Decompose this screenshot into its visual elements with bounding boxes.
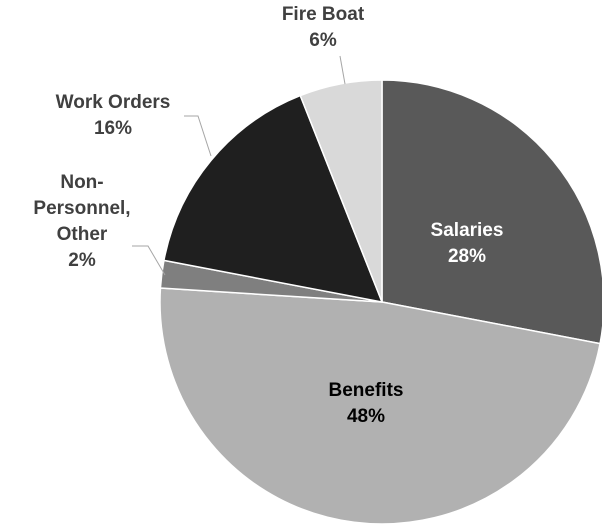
slice-name-line-work-orders: Work Orders <box>56 92 171 113</box>
pie-slice-salaries <box>381 79 602 345</box>
slice-value-fire-boat: 6% <box>309 30 337 51</box>
slice-name-line-non-personnel-other: Other <box>57 224 108 245</box>
slice-value-salaries: 28% <box>448 246 486 267</box>
slice-label-non-personnel-other: Non- Personnel, Other 2% <box>33 172 130 271</box>
leader-line-non-personnel-other <box>132 245 166 276</box>
pie-slice-benefits <box>159 287 601 525</box>
slice-label-benefits: Benefits 48% <box>329 380 404 427</box>
slice-value-work-orders: 16% <box>94 118 132 139</box>
leader-lines-layer <box>132 55 346 276</box>
pie-slice-fire-boat <box>299 79 383 303</box>
slice-label-fire-boat: Fire Boat 6% <box>282 4 365 51</box>
slice-label-work-orders: Work Orders 16% <box>56 92 171 139</box>
slice-name-line-benefits: Benefits <box>329 380 404 401</box>
leader-line-fire-boat <box>339 55 346 85</box>
slice-value-benefits: 48% <box>347 406 385 427</box>
leader-line-work-orders <box>184 115 212 157</box>
slices-layer <box>159 79 602 525</box>
slice-name-line-salaries: Salaries <box>431 220 504 241</box>
pie-slice-work-orders <box>163 94 384 303</box>
slice-name-line-non-personnel-other: Non- <box>60 172 103 193</box>
slice-label-salaries: Salaries 28% <box>431 220 504 267</box>
slice-value-non-personnel-other: 2% <box>68 250 96 271</box>
labels-layer: Salaries 28% Benefits 48% Non- Personnel, Othe… <box>33 4 503 427</box>
slice-name-line-non-personnel-other: Personnel, <box>33 198 130 219</box>
slice-name-line-fire-boat: Fire Boat <box>282 4 365 25</box>
